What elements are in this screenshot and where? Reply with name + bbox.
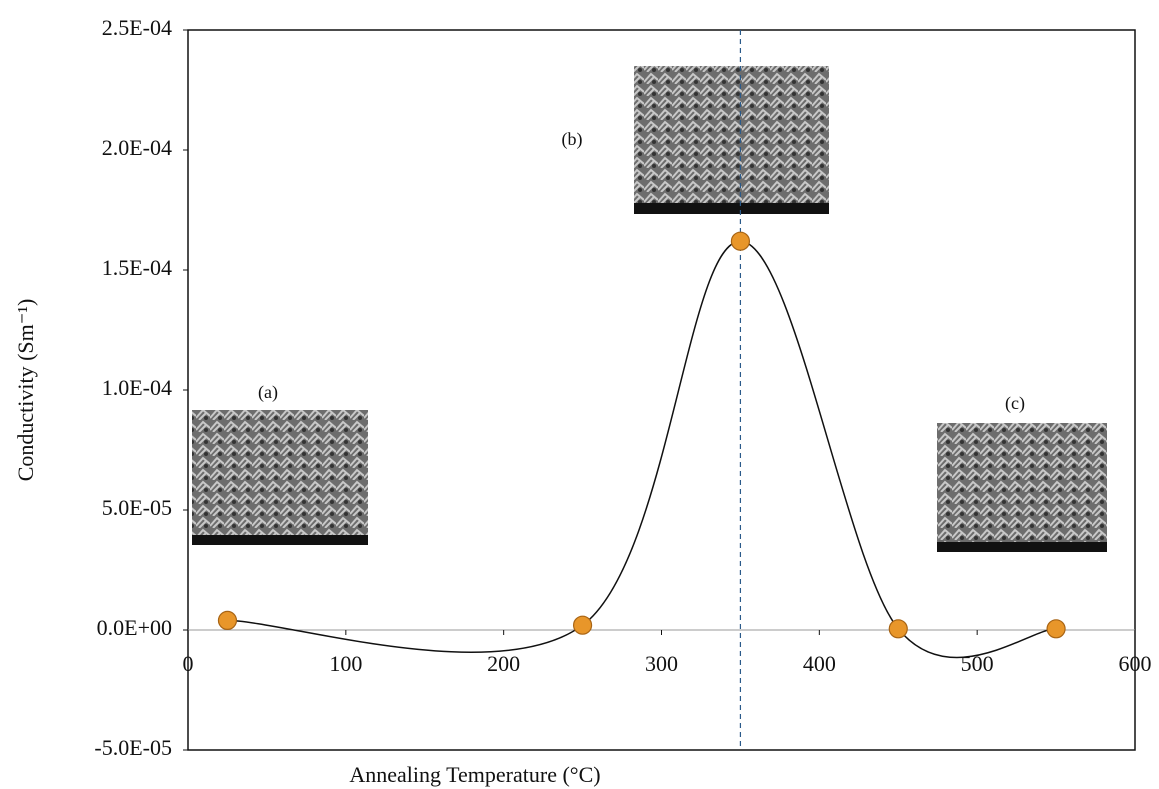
annotation: (c) bbox=[1005, 393, 1025, 414]
x-axis-title: Annealing Temperature (°C) bbox=[349, 762, 600, 787]
annotation: (a) bbox=[258, 382, 278, 403]
data-point bbox=[731, 232, 749, 250]
annotation: (b) bbox=[562, 129, 583, 150]
y-tick-label: 0.0E+00 bbox=[97, 615, 172, 640]
x-tick-label: 200 bbox=[487, 651, 520, 676]
y-tick-label: 5.0E-05 bbox=[102, 495, 172, 520]
data-point bbox=[889, 620, 907, 638]
data-point bbox=[1047, 620, 1065, 638]
x-tick-label: 400 bbox=[803, 651, 836, 676]
data-point bbox=[218, 611, 236, 629]
page: {"chart_data": { "type": "scatter", "x_l… bbox=[0, 0, 1159, 789]
x-tick-label: 600 bbox=[1119, 651, 1152, 676]
y-tick-label: 1.0E-04 bbox=[102, 375, 172, 400]
y-tick-label: 1.5E-04 bbox=[102, 255, 172, 280]
data-point bbox=[574, 616, 592, 634]
y-tick-label: 2.5E-04 bbox=[102, 15, 172, 40]
x-tick-label: 100 bbox=[329, 651, 362, 676]
y-axis-title: Conductivity (Sm⁻¹) bbox=[13, 299, 38, 482]
micrograph-c bbox=[937, 423, 1107, 552]
x-tick-label: 0 bbox=[183, 651, 194, 676]
micrograph-b bbox=[634, 66, 829, 214]
y-tick-label: 2.0E-04 bbox=[102, 135, 172, 160]
y-tick-label: -5.0E-05 bbox=[94, 735, 172, 760]
chart: Annealing Temperature (°C) Conductivity … bbox=[0, 0, 1159, 789]
x-tick-label: 300 bbox=[645, 651, 678, 676]
micrograph-a bbox=[192, 410, 368, 545]
